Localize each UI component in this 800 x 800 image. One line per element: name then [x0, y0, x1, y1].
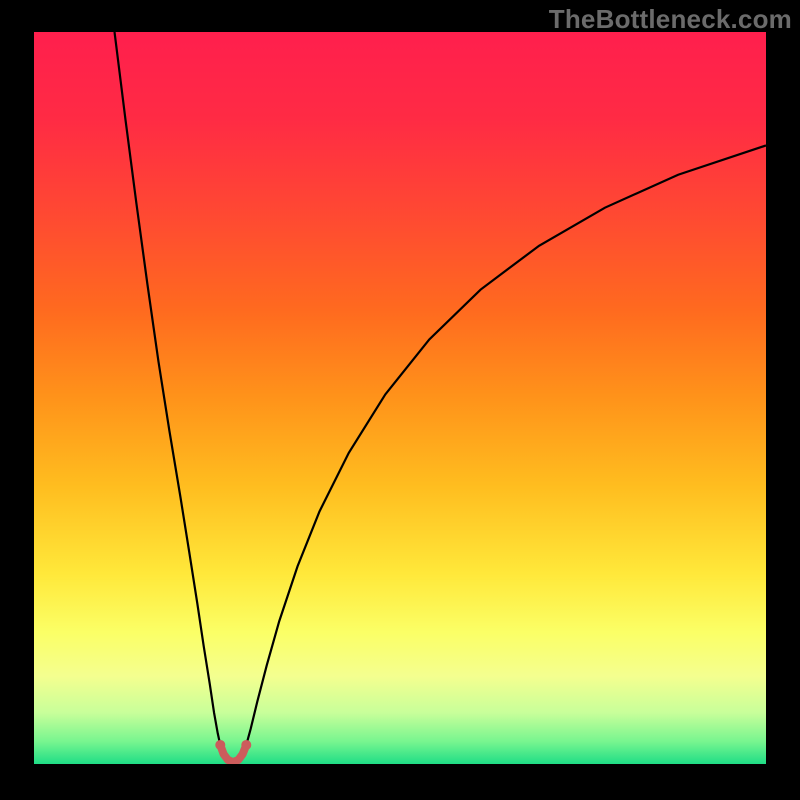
- trough-marker-left: [215, 740, 225, 750]
- stage: TheBottleneck.com: [0, 0, 800, 800]
- watermark-text: TheBottleneck.com: [549, 4, 792, 35]
- plot-background: [34, 32, 766, 764]
- bottleneck-chart: [0, 0, 800, 800]
- trough-marker-right: [241, 740, 251, 750]
